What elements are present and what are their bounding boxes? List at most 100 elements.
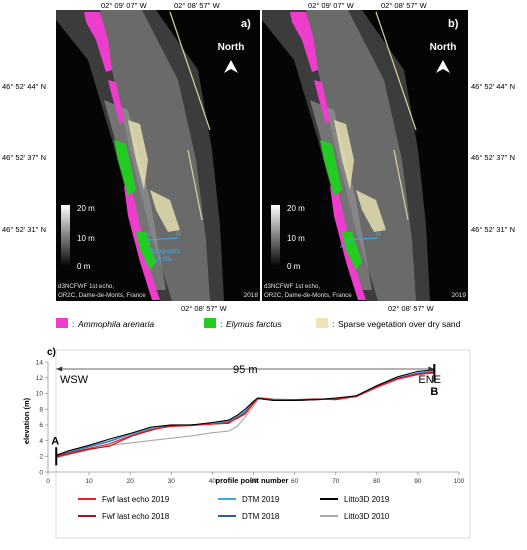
- profile-caption-1: Topographic: [148, 249, 181, 255]
- profile-end-label: B: [430, 386, 438, 398]
- chart-legend: Fwf last echo 2019 Fwf last echo 2018 DTM …: [78, 495, 390, 521]
- profile-start-label: A: [51, 435, 59, 447]
- legend-label-sparse: Sparse vegetation over dry sand: [338, 319, 461, 329]
- source-line-1: d3NCFWF 1st echo,: [58, 283, 114, 290]
- lat-label-left: 46° 52' 44'' N: [2, 82, 46, 91]
- ammophila-patch: [314, 80, 330, 124]
- beach-light-band: [306, 10, 416, 301]
- lon-label-top: 02° 09' 07'' W: [101, 1, 148, 10]
- scale-mid: 10 m: [287, 234, 305, 243]
- lon-label-bottom: 02° 08' 57'' W: [388, 304, 435, 313]
- north-arrow-icon: [224, 60, 238, 73]
- map-panel-b: A B b) North 20 m 10 m 0 m d3NCFWF 1st e…: [262, 10, 468, 301]
- source-line-1: d3NCFWF 1st echo,: [264, 283, 320, 290]
- x-tick-label: 60: [291, 478, 299, 485]
- profile-caption-2: profile: [156, 257, 173, 263]
- panel-label: b): [448, 18, 459, 30]
- x-tick-label: 80: [373, 478, 381, 485]
- y-axis-label: elevation (m): [22, 397, 31, 444]
- track-line: [375, 11, 417, 131]
- x-tick-label: 30: [168, 478, 176, 485]
- y-tick-label: 6: [39, 422, 43, 429]
- x-tick-label: 100: [454, 478, 465, 485]
- lon-label-top: 02° 08' 57'' W: [381, 1, 428, 10]
- profile-line: [347, 237, 379, 241]
- legend-label-elymus: Elymus farctus: [226, 319, 282, 329]
- arrow-head-left-icon: [56, 366, 63, 372]
- scale-bar: [61, 205, 70, 265]
- y-tick-label: 14: [36, 359, 44, 366]
- x-tick-label: 0: [46, 478, 50, 485]
- beach-light-band: [100, 10, 210, 301]
- profile-line: [147, 237, 179, 241]
- lat-label-right: 46° 52' 31'' N: [471, 225, 515, 234]
- elevation-chart: c) 0 10 20 30 40 50 60 70 80 90 100 0 2 4 6 8 10 12 14 95 …: [22, 347, 471, 539]
- source-line-2: OR2C, Dame-de-Monts, France: [58, 292, 146, 299]
- year-label: 2018: [244, 292, 259, 299]
- lon-label-top: 02° 08' 57'' W: [174, 1, 221, 10]
- source-line-2: OR2C, Dame-de-Monts, France: [264, 292, 352, 299]
- ammophila-patch: [84, 12, 112, 72]
- panel-label: a): [241, 18, 251, 30]
- x-tick-label: 50: [250, 478, 258, 485]
- lon-label-bottom: 02° 08' 57'' W: [181, 304, 228, 313]
- legend-label-ammophila: Ammophila arenaria: [77, 319, 154, 329]
- track-line: [393, 149, 409, 221]
- scale-mid: 10 m: [77, 234, 95, 243]
- legend-label: Fwf last echo 2019: [102, 495, 170, 504]
- x-axis-label: profile point number: [216, 476, 289, 485]
- north-arrow-icon: [436, 60, 450, 73]
- scale-top: 20 m: [77, 204, 95, 213]
- scale-bottom: 0 m: [77, 262, 91, 271]
- legend-label: Litto3D 2010: [344, 512, 390, 521]
- legend-swatch-ammophila: [56, 318, 68, 328]
- distance-label: 95 m: [233, 364, 257, 376]
- chart-frame: [55, 349, 471, 539]
- sparse-veg-patch: [356, 190, 386, 232]
- vegetation-legend: : Ammophila arenaria : Elymus farctus : …: [56, 318, 461, 329]
- track-line: [187, 149, 203, 221]
- profile-letter-b: B: [376, 231, 381, 238]
- x-tick-label: 40: [209, 478, 217, 485]
- series-line: [56, 372, 435, 457]
- y-tick-label: 12: [36, 375, 44, 382]
- legend-colon: :: [72, 319, 74, 329]
- y-tick-label: 10: [36, 391, 44, 398]
- y-tick-label: 4: [39, 438, 43, 445]
- profile-letter-a: A: [146, 231, 151, 238]
- x-tick-label: 10: [85, 478, 93, 485]
- legend-swatch-elymus: [204, 318, 216, 328]
- sparse-veg-patch: [128, 120, 148, 190]
- y-tick-label: 0: [39, 469, 43, 476]
- elymus-patch: [320, 140, 342, 196]
- direction-right-label: ENE: [418, 374, 441, 386]
- legend-colon: :: [220, 319, 222, 329]
- legend-label: Litto3D 2019: [344, 495, 390, 504]
- x-tick-label: 90: [414, 478, 422, 485]
- legend-colon: :: [332, 319, 334, 329]
- track-line: [169, 11, 211, 131]
- elymus-patch: [342, 232, 362, 270]
- x-tick-label: 70: [332, 478, 340, 485]
- chart-annotations: 95 m WSW ENE A B: [51, 364, 441, 466]
- elymus-patch: [136, 232, 156, 270]
- direction-left-label: WSW: [60, 374, 89, 386]
- y-tick-label: 2: [39, 454, 43, 461]
- sparse-veg-patch: [334, 120, 354, 190]
- sparse-veg-patch: [150, 190, 180, 232]
- year-label: 2019: [452, 292, 467, 299]
- lat-label-right: 46° 52' 44'' N: [471, 82, 515, 91]
- ammophila-patch: [290, 12, 318, 72]
- legend-label: Fwf last echo 2018: [102, 512, 170, 521]
- profile-letter-a: A: [340, 243, 345, 250]
- series-line: [56, 369, 435, 457]
- north-label: North: [218, 42, 245, 53]
- legend-swatch-sparse: [316, 318, 328, 328]
- scale-bottom: 0 m: [287, 262, 301, 271]
- chart-series-group: [56, 369, 435, 459]
- scale-top: 20 m: [287, 204, 305, 213]
- arrow-head-right-icon: [428, 366, 435, 372]
- lat-label-right: 46° 52' 37'' N: [471, 153, 515, 162]
- lat-label-left: 46° 52' 31'' N: [2, 225, 46, 234]
